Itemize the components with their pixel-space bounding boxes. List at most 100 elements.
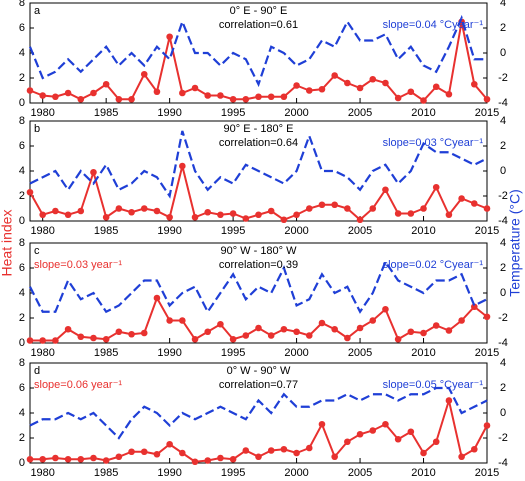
heat-index-point (458, 317, 465, 324)
heat-index-point (204, 92, 212, 99)
y2-tick-label: -2 (498, 312, 508, 324)
heat-index-point (39, 337, 46, 344)
heat-index-point (64, 455, 72, 463)
x-tick-label: 2015 (475, 467, 499, 479)
heat-index-point (344, 334, 351, 342)
x-tick-label: 1985 (94, 347, 118, 359)
heat-index-point (280, 93, 288, 101)
heat-index-point (331, 72, 338, 79)
heat-index-point (394, 94, 402, 102)
heat-index-point (305, 205, 313, 212)
heat-index-point (445, 211, 453, 219)
temperature-line (28, 14, 487, 88)
heat-index-point (166, 440, 173, 448)
heat-index-point (483, 313, 491, 321)
panel-label: a (34, 5, 41, 17)
temperature-slope: slope=0.04 °Cyear⁻¹ (383, 19, 484, 31)
y-axis-label: Heat index (0, 210, 15, 277)
heat-index-point (471, 445, 478, 453)
y2-tick-label: 0 (500, 407, 506, 419)
heat-index-point (39, 211, 46, 219)
heat-index-point (267, 447, 275, 454)
heat-index-point (153, 88, 161, 96)
heat-index-point (204, 208, 212, 216)
heat-index-point (255, 453, 262, 461)
y-tick-label: 2 (19, 72, 25, 84)
heat-index-point (52, 337, 59, 344)
heat-index-point (64, 211, 72, 219)
correlation: correlation=0.77 (219, 379, 298, 391)
panel-label: b (34, 123, 40, 135)
heat-index-point (255, 211, 262, 219)
heat-index-point (305, 332, 313, 339)
heat-index-point (242, 332, 250, 339)
heat-index-point (77, 207, 85, 215)
y-tick-label: 4 (19, 287, 25, 299)
heat-index-point (90, 168, 97, 176)
heat-index-point (382, 79, 389, 87)
heat-index-point (166, 33, 173, 41)
heat-index-point (179, 162, 186, 170)
y2-tick-label: 4 (500, 0, 506, 9)
heat-index-point (115, 328, 123, 336)
temperature-line (29, 130, 488, 199)
heat-index-point (471, 200, 478, 207)
x-tick-label: 1985 (94, 225, 118, 237)
y-tick-label: 2 (19, 432, 25, 444)
heat-index-slope: slope=0.03 year⁻¹ (34, 259, 122, 271)
y-tick-label: 6 (19, 382, 25, 394)
y-tick-label: 2 (19, 312, 25, 324)
heat-index-point (140, 70, 148, 78)
heat-index-point (229, 95, 237, 103)
heat-index-point (140, 205, 148, 212)
heat-index-point (394, 435, 402, 443)
heat-index-point (191, 213, 199, 221)
y-tick-label: 0 (19, 97, 25, 109)
heat-index-point (445, 90, 453, 98)
y-tick-label: 8 (19, 0, 25, 9)
heat-index-point (102, 213, 110, 221)
heat-index-point (217, 92, 224, 99)
heat-index-point (128, 95, 135, 103)
panel-label: d (34, 365, 40, 377)
heat-index-point (204, 457, 212, 464)
x-tick-label: 2015 (475, 107, 499, 119)
heat-index-point (267, 332, 275, 339)
heat-index-point (229, 210, 237, 217)
heat-index-point (331, 325, 338, 333)
heat-index-point (394, 210, 402, 217)
heat-index-point (217, 454, 224, 462)
heat-index-point (432, 322, 440, 329)
heat-index-point (293, 328, 300, 336)
panel-title: 90° W - 180° W (220, 245, 297, 257)
heat-index-point (242, 95, 250, 103)
heat-index-point (331, 201, 338, 209)
y2-tick-label: 0 (500, 47, 506, 59)
y2-tick-label: 4 (500, 115, 506, 127)
heat-index-point (280, 216, 288, 224)
y-tick-label: 8 (19, 357, 25, 369)
x-tick-label: 2000 (284, 347, 308, 359)
x-tick-label: 1990 (157, 107, 181, 119)
x-tick-label: 1995 (221, 225, 245, 237)
heat-index-point (432, 438, 440, 446)
heat-index-point (204, 328, 212, 336)
heat-index-point (318, 420, 326, 428)
heat-index-point (293, 211, 300, 219)
x-tick-label: 1990 (157, 467, 181, 479)
heat-index-point (483, 422, 491, 429)
correlation: correlation=0.61 (219, 19, 298, 31)
x-tick-label: 1985 (94, 107, 118, 119)
heat-index-point (280, 445, 288, 453)
y2-tick-label: 2 (500, 22, 506, 34)
heat-index-point (458, 453, 465, 461)
y-tick-label: 4 (19, 407, 25, 419)
heat-index-point (90, 89, 97, 97)
y-tick-label: 8 (19, 115, 25, 127)
heat-index-point (217, 211, 224, 219)
y2-tick-label: -4 (498, 457, 508, 469)
temperature-slope: slope=0.02 °Cyear⁻¹ (383, 259, 484, 271)
heat-index-point (26, 455, 34, 463)
temperature-slope: slope=0.05 °Cyear⁻¹ (383, 379, 484, 391)
